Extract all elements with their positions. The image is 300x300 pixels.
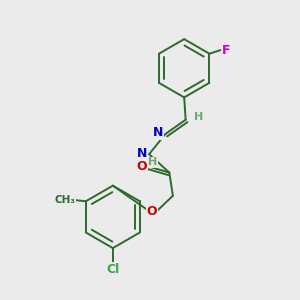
Text: O: O xyxy=(136,160,147,172)
Text: N: N xyxy=(136,147,147,160)
Text: F: F xyxy=(221,44,230,57)
Text: CH₃: CH₃ xyxy=(55,195,76,205)
Text: Cl: Cl xyxy=(106,263,119,276)
Text: N: N xyxy=(153,126,163,139)
Text: H: H xyxy=(194,112,203,122)
Text: H: H xyxy=(148,158,157,167)
Text: O: O xyxy=(147,205,158,218)
